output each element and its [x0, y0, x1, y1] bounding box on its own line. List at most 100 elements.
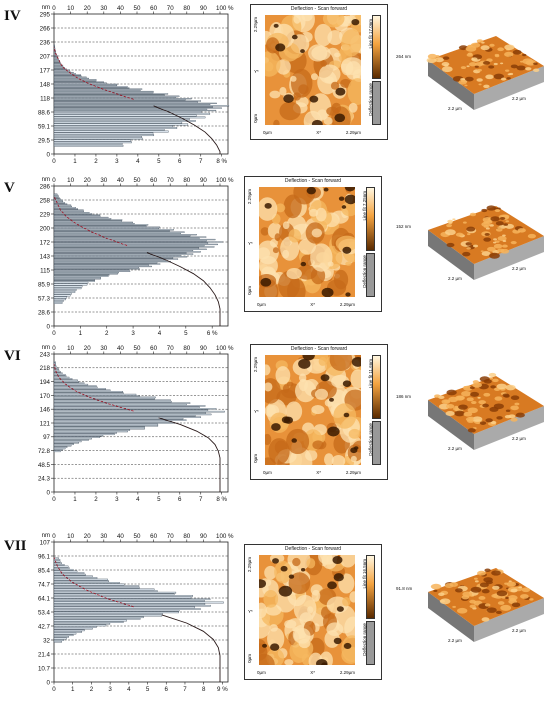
x-bottom-tick-label: 2 — [94, 158, 98, 165]
surface-peak — [497, 226, 501, 229]
histogram-bar — [53, 220, 122, 222]
surface-peak — [462, 251, 471, 257]
deflection-range-label: Deflection range — [368, 83, 373, 116]
histogram-bar — [53, 265, 152, 268]
surface-height-label: 91.8 nm — [396, 586, 413, 591]
colorbar — [372, 15, 381, 79]
surface-peak — [481, 208, 488, 213]
y-tick-label: 229 — [40, 211, 51, 218]
histogram-bar — [53, 443, 74, 445]
surface-height-label: 264 nm — [396, 54, 412, 59]
y-tick-label: 148 — [40, 81, 51, 88]
surface-peak — [466, 226, 476, 232]
histogram-bar — [53, 619, 127, 622]
histogram-bar — [53, 63, 62, 65]
afm-deflection-panel: Deflection - Scan forward 0µm 2.29µm X* 2.29… — [244, 176, 382, 312]
surface-peak — [441, 66, 453, 73]
afm-pit — [335, 87, 346, 96]
histogram-bar — [53, 127, 178, 129]
x-bottom-tick-label: 9 % — [217, 686, 228, 693]
surface-peak — [483, 392, 491, 397]
histogram-bar — [53, 564, 65, 566]
histogram-bar — [53, 199, 63, 201]
histogram-bar — [53, 409, 209, 411]
x-top-tick-label: 20 — [84, 533, 91, 540]
histogram-bar — [53, 96, 177, 99]
surface-peak — [505, 384, 516, 391]
surface-peak — [525, 67, 532, 71]
x-top-tick-label: 50 — [134, 177, 141, 184]
x-bottom-tick-label: 6 — [178, 496, 182, 503]
x-top-tick-label: 40 — [117, 5, 124, 12]
y-tick-label: 96.1 — [38, 553, 51, 560]
histogram-bar — [53, 247, 200, 249]
afm-grain — [340, 57, 364, 75]
surface-peak — [477, 396, 481, 399]
surface-peak — [527, 233, 536, 239]
histogram-bar — [53, 631, 82, 633]
histogram-bar — [53, 567, 70, 569]
histogram-bar — [53, 417, 184, 420]
histogram-bar — [53, 227, 160, 230]
afm-pit — [329, 397, 334, 402]
surface-peak — [458, 404, 468, 410]
surface-side-left — [428, 230, 474, 280]
afm-x-label: X* — [310, 302, 316, 307]
histogram-bar — [53, 221, 133, 224]
x-top-tick-label: 10 — [67, 345, 74, 352]
surface-peak — [492, 585, 500, 590]
y-tick-label: 0 — [47, 679, 51, 686]
histogram-bar — [53, 90, 154, 93]
afm-grain — [279, 101, 301, 121]
histogram-bar — [53, 198, 61, 200]
surface-peak — [500, 62, 504, 65]
histogram-bar — [53, 98, 192, 100]
afm-texture — [257, 6, 369, 132]
y-tick-label: 207 — [40, 53, 51, 60]
histogram-bar — [53, 226, 161, 228]
histogram-bar — [53, 102, 217, 104]
surface-peak — [510, 405, 519, 411]
surface-peak — [478, 400, 486, 405]
histogram-bar — [53, 383, 89, 386]
afm-pit — [342, 246, 352, 254]
histogram-bar — [53, 422, 176, 424]
histogram-bar — [53, 209, 84, 211]
histogram-bar — [53, 262, 158, 264]
histogram-container: 0 24.3 48.5 72.8 97 121 146 170 194 218 243 nm 0 10 20… — [18, 342, 246, 515]
y-tick-label: 42.7 — [38, 623, 51, 630]
x-top-tick-label: 100 % — [216, 5, 234, 12]
x-top-tick-label: 20 — [84, 5, 91, 12]
x-bottom-tick-label: 2 — [94, 496, 98, 503]
x-top-tick-label: 20 — [84, 177, 91, 184]
afm-grain — [330, 81, 340, 90]
panel-vii: VII 0 10.7 21.4 32 42.7 53.4 64.1 74.7 85.4 96.1 10… — [0, 528, 550, 700]
afm-pit — [333, 573, 344, 582]
surface-side-right — [474, 66, 544, 110]
histogram-bar — [53, 596, 192, 599]
afm-grain — [341, 29, 362, 57]
histogram-bar — [53, 249, 194, 252]
afm-pit — [333, 637, 342, 645]
surface-peak — [511, 602, 521, 608]
histogram-bar — [53, 71, 74, 74]
afm-texture — [260, 344, 368, 479]
histogram-bar — [53, 231, 185, 233]
histogram-bar — [53, 235, 191, 237]
deflection-range-bar — [372, 81, 381, 125]
histogram-bar — [53, 388, 106, 390]
surface-peak — [518, 586, 523, 589]
surface-peak — [456, 607, 468, 614]
y-tick-label: 85.4 — [38, 567, 51, 574]
histogram-bar — [53, 280, 95, 282]
surface-edge-left-label: 2.2 µm — [448, 106, 462, 111]
surface-peak — [478, 596, 486, 600]
x-top-tick-label: 50 — [134, 345, 141, 352]
histogram-bar — [53, 362, 56, 365]
afm-grain — [314, 23, 333, 47]
histogram-bar — [53, 423, 159, 426]
afm-grain — [298, 84, 309, 95]
surface-peak — [512, 49, 522, 55]
histogram-bar — [53, 577, 98, 579]
